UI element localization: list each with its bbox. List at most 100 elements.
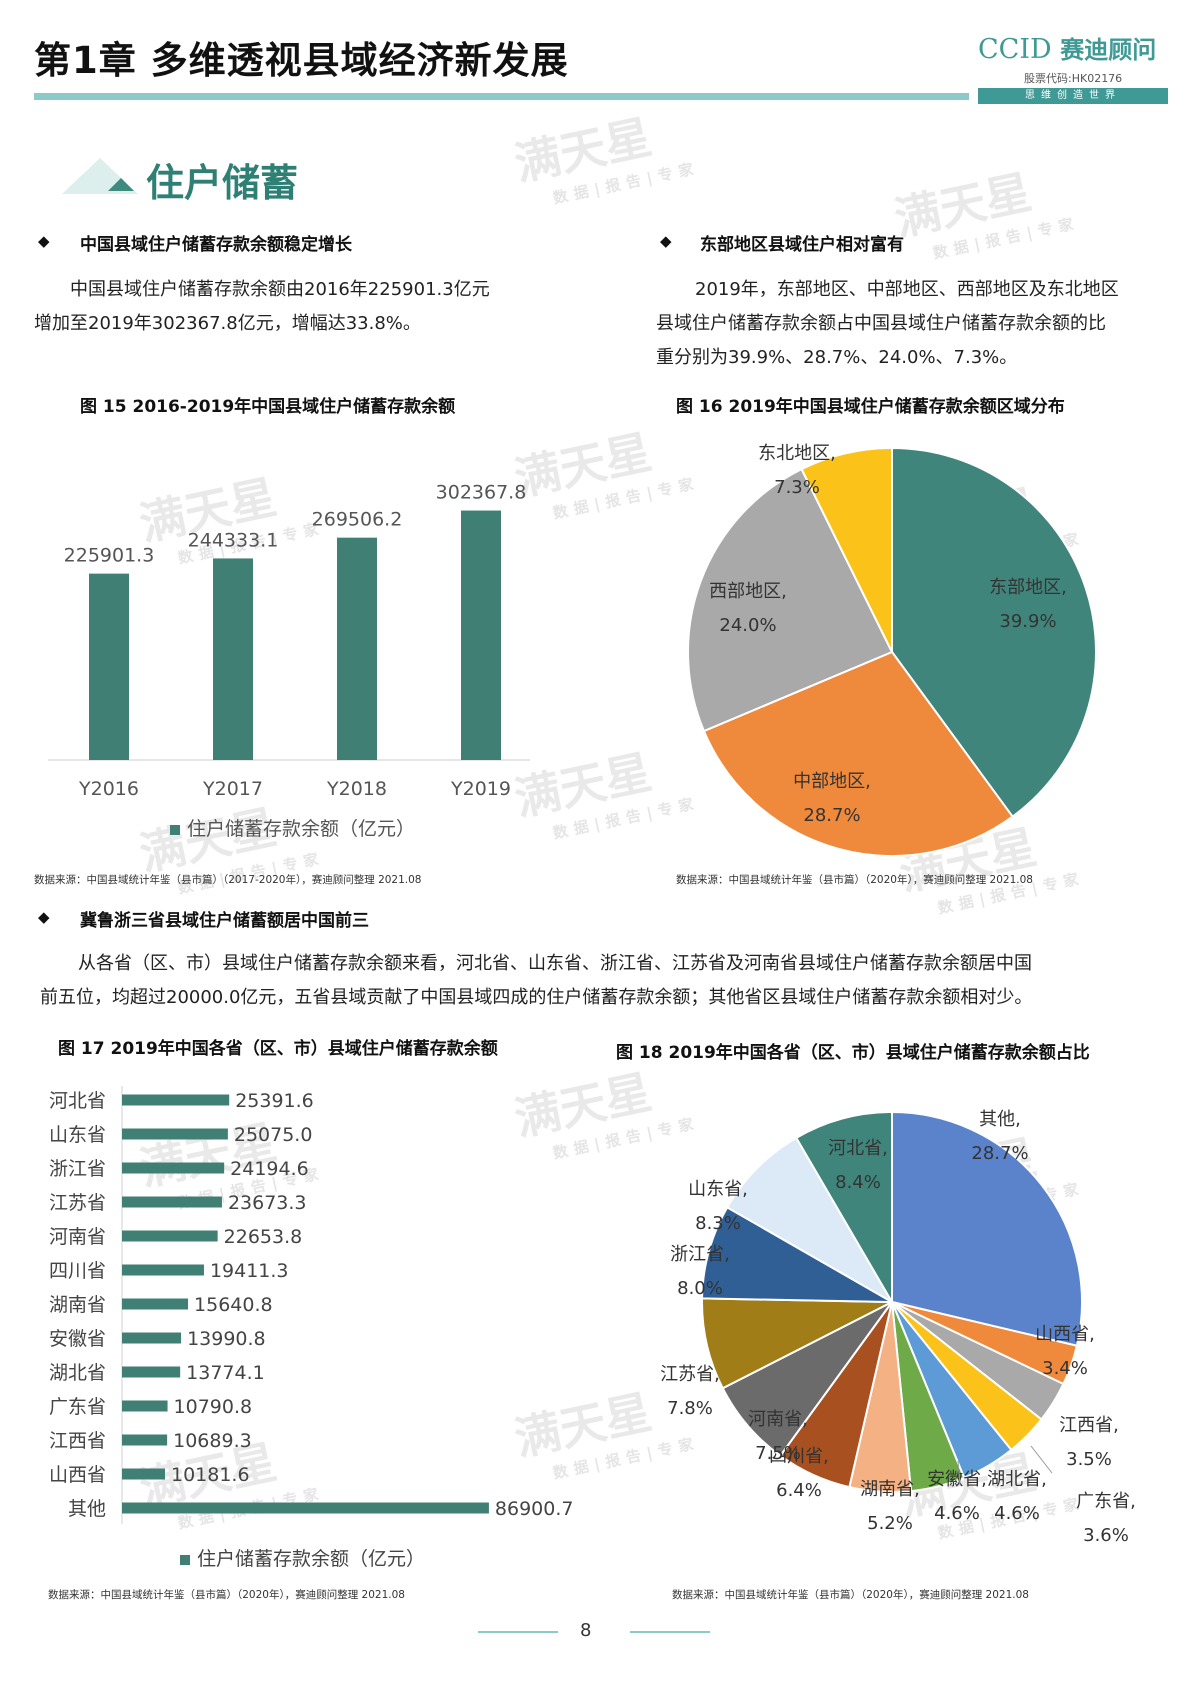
- slice-value-label: 8.4%: [835, 1172, 881, 1193]
- y-tick-label: 湖北省: [49, 1362, 106, 1384]
- y-tick-label: 湖南省: [49, 1294, 106, 1316]
- figure-15-source: 数据来源：中国县域统计年鉴（县市篇）（2017-2020年），赛迪顾问整理 20…: [34, 874, 422, 886]
- bar: [89, 573, 129, 760]
- data-label: 13990.8: [187, 1328, 266, 1350]
- logo-cn-name: 赛迪顾问: [1060, 36, 1157, 64]
- pie-slice: [687, 467, 894, 733]
- chapter-title: 第1章 多维透视县域经济新发展: [34, 39, 569, 82]
- watermark-text: 满天星: [889, 164, 1036, 247]
- bar: [122, 1468, 165, 1480]
- bar: [122, 1264, 204, 1276]
- data-label: 10689.3: [173, 1430, 252, 1452]
- y-tick-label: 四川省: [49, 1260, 106, 1282]
- figure-17-title: 图 17 2019年中国各省（区、市）县域住户储蓄存款余额: [58, 1039, 498, 1059]
- bar: [122, 1502, 489, 1514]
- y-tick-label: 江苏省: [49, 1192, 106, 1214]
- y-tick-label: 安徽省: [49, 1328, 106, 1350]
- slice-value-label: 24.0%: [719, 615, 776, 636]
- data-label: 86900.7: [495, 1498, 574, 1520]
- data-label: 15640.8: [194, 1294, 273, 1316]
- legend-swatch: [180, 1555, 190, 1565]
- y-tick-label: 其他: [68, 1498, 106, 1520]
- y-tick-label: 浙江省: [49, 1158, 106, 1180]
- slice-value-label: 8.3%: [695, 1213, 741, 1234]
- paragraph-line: 2019年，东部地区、中部地区、西部地区及东北地区: [695, 279, 1119, 300]
- slice-name-label: 东部地区,: [989, 577, 1067, 598]
- data-label: 244333.1: [188, 529, 279, 551]
- legend-label: 住户储蓄存款余额（亿元）: [187, 818, 415, 840]
- slice-name-label: 安徽省,: [927, 1469, 987, 1490]
- bar: [337, 537, 377, 760]
- bar: [122, 1332, 182, 1344]
- slice-name-label: 河北省,: [828, 1138, 888, 1159]
- data-label: 22653.8: [224, 1226, 303, 1248]
- slice-name-label: 山东省,: [688, 1179, 748, 1200]
- figure-16-title: 图 16 2019年中国县域住户储蓄存款余额区域分布: [676, 397, 1065, 417]
- slice-value-label: 3.4%: [1042, 1358, 1088, 1379]
- paragraph-line: 县域住户储蓄存款余额占中国县域住户储蓄存款余额的比: [656, 313, 1106, 334]
- bar: [461, 510, 501, 760]
- legend-label: 住户储蓄存款余额（亿元）: [197, 1548, 425, 1570]
- pie-slice: [891, 1110, 1083, 1347]
- y-tick-label: 河南省: [49, 1226, 106, 1248]
- bar: [122, 1094, 230, 1106]
- page-number: 8: [580, 1620, 592, 1641]
- watermark: 满天星数据|报告|专家: [888, 147, 1081, 269]
- diamond-bullet-icon: ◆: [38, 232, 50, 250]
- x-tick-label: Y2016: [78, 778, 139, 800]
- section-triangle-icon: [108, 178, 134, 191]
- slice-value-label: 7.8%: [667, 1398, 713, 1419]
- slice-value-label: 5.2%: [867, 1513, 913, 1534]
- legend-swatch: [170, 825, 180, 835]
- pie-slice: [725, 1136, 895, 1305]
- pie-slice: [794, 1110, 893, 1306]
- logo-wordmark: CCID: [978, 34, 1052, 65]
- paragraph-line: 从各省（区、市）县域住户储蓄存款余额来看，河北省、山东省、浙江省、江苏省及河南省…: [78, 953, 1032, 974]
- bar: [122, 1298, 189, 1310]
- slice-name-label: 湖北省,: [987, 1469, 1047, 1490]
- subheading-east: 东部地区县域住户相对富有: [700, 235, 904, 255]
- bar: [122, 1230, 218, 1242]
- x-tick-label: Y2017: [202, 778, 263, 800]
- bar: [122, 1196, 222, 1208]
- slice-value-label: 7.5%: [755, 1443, 801, 1464]
- bar: [213, 558, 253, 760]
- paragraph-line: 中国县域住户储蓄存款余额由2016年225901.3亿元: [70, 279, 490, 300]
- watermark: 满天星数据|报告|专家: [508, 92, 701, 214]
- logo-slogan: 思维创造世界: [978, 88, 1168, 104]
- bar: [122, 1366, 181, 1378]
- stock-code: 股票代码:HK02176: [1024, 72, 1123, 85]
- y-tick-label: 河北省: [49, 1090, 106, 1112]
- data-label: 225901.3: [64, 545, 155, 567]
- section-title: 住户储蓄: [146, 161, 299, 205]
- pie-slice: [800, 446, 893, 653]
- slice-value-label: 3.5%: [1066, 1449, 1112, 1470]
- data-label: 25075.0: [234, 1124, 313, 1146]
- paragraph-line: 重分别为39.9%、28.7%、24.0%、7.3%。: [656, 347, 1018, 368]
- bar: [122, 1434, 168, 1446]
- y-tick-label: 江西省: [49, 1430, 106, 1452]
- page-number-rule-right: [630, 1631, 710, 1633]
- data-label: 23673.3: [228, 1192, 307, 1214]
- slice-value-label: 3.6%: [1083, 1525, 1129, 1546]
- pie-slice: [701, 1297, 893, 1390]
- slice-name-label: 浙江省,: [670, 1244, 730, 1265]
- data-label: 10181.6: [171, 1464, 250, 1486]
- x-tick-label: Y2018: [326, 778, 387, 800]
- slice-value-label: 8.0%: [677, 1278, 723, 1299]
- page-number-rule-left: [478, 1631, 558, 1633]
- slice-value-label: 4.6%: [934, 1503, 980, 1524]
- slice-value-label: 28.7%: [971, 1143, 1028, 1164]
- slice-value-label: 4.6%: [994, 1503, 1040, 1524]
- bar: [122, 1162, 225, 1174]
- data-label: 269506.2: [312, 509, 403, 531]
- slice-value-label: 39.9%: [999, 611, 1056, 632]
- figure-15-bar-chart: 225901.3 Y2016 244333.1 Y2017 269506.2 Y2018 3…: [48, 482, 530, 840]
- slice-name-label: 湖南省,: [860, 1479, 920, 1500]
- y-tick-label: 山东省: [49, 1124, 106, 1146]
- data-label: 24194.6: [230, 1158, 309, 1180]
- data-label: 25391.6: [235, 1090, 314, 1112]
- figure-16-pie-chart: 东部地区, 39.9% 中部地区, 28.7% 西部地区, 24.0% 东北地区, 7.3%: [687, 443, 1097, 857]
- pie-slice: [891, 446, 1097, 818]
- slice-name-label: 西部地区,: [709, 581, 787, 602]
